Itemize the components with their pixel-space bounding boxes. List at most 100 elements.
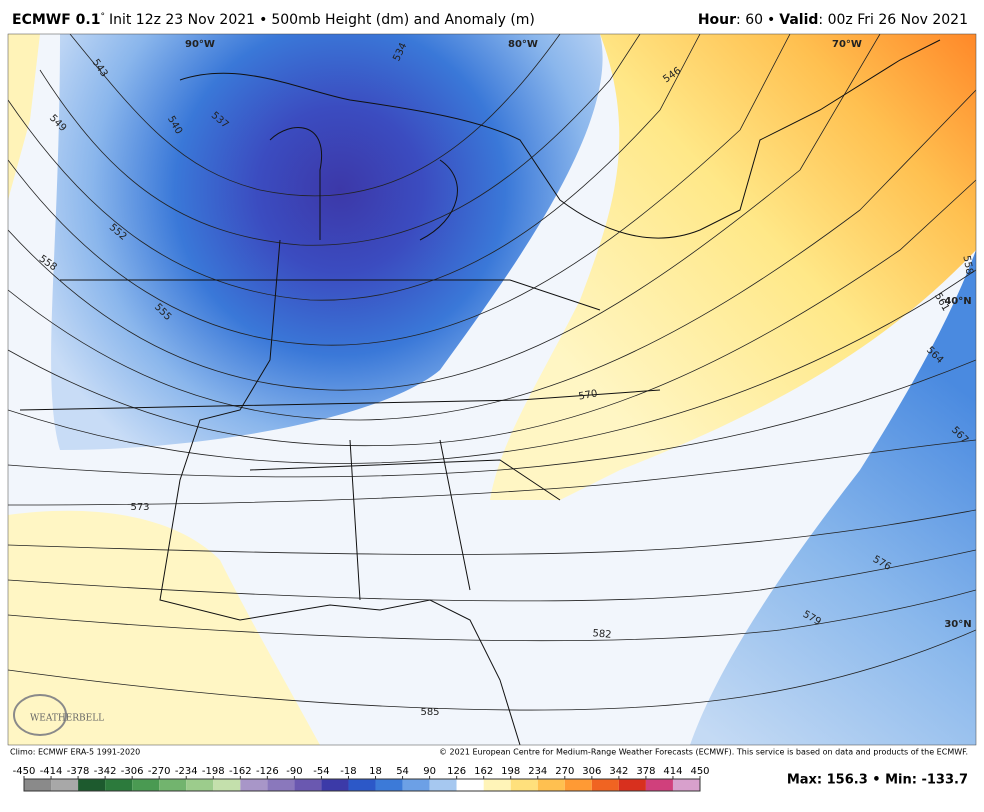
- colorbar-tick-label: 342: [609, 766, 628, 777]
- contour: [8, 629, 976, 711]
- colorbar-tick-label: 414: [663, 766, 682, 777]
- colorbar-segment: [429, 779, 457, 791]
- colorbar-segment: [645, 779, 673, 791]
- model: ECMWF 0.1: [12, 12, 100, 28]
- colorbar-tick-label: 198: [501, 766, 520, 777]
- colorbar-tick-label: -126: [256, 766, 279, 777]
- copyright: © 2021 European Centre for Medium-Range …: [439, 748, 968, 757]
- logo: WEATHERBELL: [30, 714, 104, 724]
- colorbar-segment: [213, 779, 241, 791]
- colorbar-tick-label: 270: [555, 766, 574, 777]
- colorbar-segment: [375, 779, 403, 791]
- anomaly-negative: [690, 250, 976, 745]
- colorbar-tick-label: 126: [447, 766, 466, 777]
- geo-labels: 90°W 80°W 70°W 40°N 30°N: [185, 39, 972, 630]
- colorbar-segment: [321, 779, 349, 791]
- anomaly-positive: [8, 510, 320, 745]
- border: [179, 39, 941, 239]
- colorbar-segment: [456, 779, 484, 791]
- borders: [19, 39, 941, 745]
- map-frame: [7, 33, 977, 746]
- contour: [69, 34, 561, 197]
- hour-label: Hour: [698, 12, 736, 28]
- latitude-label: 40°N: [944, 296, 971, 307]
- colorbar-tick-label: -162: [229, 766, 252, 777]
- colorbar-segment: [510, 779, 538, 791]
- colorbar-tick-label: -270: [148, 766, 171, 777]
- contour: [8, 34, 791, 346]
- colorbar-segment: [348, 779, 376, 791]
- contour-label: 558: [960, 255, 974, 276]
- border: [19, 279, 661, 601]
- colorbar-tick-label: 162: [474, 766, 493, 777]
- colorbar-tick-label: 378: [636, 766, 655, 777]
- border: [159, 239, 521, 745]
- contour: [8, 269, 976, 464]
- colorbar-segment: [591, 779, 619, 791]
- degree: °: [100, 12, 105, 22]
- colorbar-segment: [618, 779, 646, 791]
- header: ECMWF 0.1° Init 12z 23 Nov 2021 • 500mb Hei…: [12, 12, 968, 29]
- colorbar: -450 -414 -378 -342 -306 -270 -234 -198 -162 -126…: [13, 766, 710, 792]
- colorbar-segment: [267, 779, 295, 791]
- colorbar-segment: [240, 779, 268, 791]
- header-right: Hour: 60 • Valid: 00z Fri 26 Nov 2021: [698, 12, 968, 28]
- contour-label: 582: [592, 628, 612, 641]
- contours: [8, 34, 976, 711]
- colorbar-segment: [78, 779, 106, 791]
- colorbar-tick-label: -414: [40, 766, 63, 777]
- colorbar-tick-label: -342: [94, 766, 117, 777]
- colorbar-tick-label: -18: [340, 766, 356, 777]
- colorbar-tick-label: 18: [369, 766, 382, 777]
- colorbar-tick-label: 54: [396, 766, 409, 777]
- colorbar-frame: [23, 778, 701, 792]
- colorbar-tick-label: -90: [286, 766, 302, 777]
- separator: •: [767, 12, 775, 28]
- contour-label: 573: [130, 502, 149, 513]
- contour: [8, 439, 976, 506]
- anomaly-positive: [490, 34, 976, 500]
- contour: [8, 509, 976, 555]
- climo: Climo: ECMWF ERA-5 1991-2020: [10, 748, 140, 757]
- contour: [39, 34, 641, 246]
- colorbar-segment: [402, 779, 430, 791]
- hour: : 60: [736, 12, 763, 28]
- init: Init 12z 23 Nov 2021: [109, 12, 255, 28]
- valid: : 00z Fri 26 Nov 2021: [818, 12, 968, 28]
- colorbar-tick-label: -378: [67, 766, 90, 777]
- colorbar-tick-label: -450: [13, 766, 36, 777]
- contour: [8, 179, 976, 447]
- stats: Max: 156.3 • Min: -133.7: [787, 773, 968, 788]
- lake: [269, 127, 458, 241]
- product: 500mb Height (dm) and Anomaly (m): [271, 12, 535, 28]
- latitude-label: 30°N: [944, 619, 971, 630]
- contour: [8, 89, 976, 421]
- contour: [8, 359, 976, 478]
- longitude-label: 80°W: [508, 39, 538, 50]
- anomaly-negative: [51, 34, 603, 450]
- colorbar-segment: [537, 779, 565, 791]
- contour-label: 585: [420, 707, 439, 718]
- colorbar-tick-label: -54: [313, 766, 329, 777]
- colorbar-segment: [186, 779, 214, 791]
- colorbar-segment: [564, 779, 592, 791]
- contour: [8, 549, 976, 602]
- colorbar-tick-label: -198: [202, 766, 225, 777]
- colorbar-segment: [483, 779, 511, 791]
- header-left: ECMWF 0.1° Init 12z 23 Nov 2021 • 500mb Hei…: [12, 12, 535, 29]
- logo-swirl: [13, 694, 67, 736]
- longitude-label: 90°W: [185, 39, 215, 50]
- contour: [8, 589, 976, 642]
- colorbar-segment: [672, 779, 700, 791]
- colorbar-tick-label: -306: [121, 766, 144, 777]
- colorbar-segment: [105, 779, 133, 791]
- separator: •: [259, 12, 267, 28]
- contour-label: 570: [578, 388, 599, 402]
- longitude-label: 70°W: [832, 39, 862, 50]
- colorbar-segment: [132, 779, 160, 791]
- colorbar-segment: [51, 779, 79, 791]
- valid-label: Valid: [779, 12, 818, 28]
- contour: [8, 34, 701, 301]
